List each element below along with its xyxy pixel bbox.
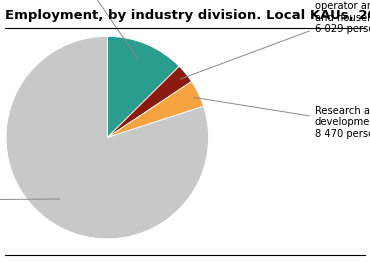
Wedge shape xyxy=(107,36,179,138)
Wedge shape xyxy=(107,81,204,138)
Text: Other business
activities
156 067 persons: Other business activities 156 067 person… xyxy=(0,184,60,217)
Wedge shape xyxy=(6,36,209,239)
Text: Real estate activities
24 512 persons: Real estate activities 24 512 persons xyxy=(20,0,138,59)
Text: Research and
development
8 470 persons: Research and development 8 470 persons xyxy=(194,97,370,139)
Wedge shape xyxy=(107,66,192,138)
Text: Employment, by industry division. Local KAUs, 2004: Employment, by industry division. Local … xyxy=(5,9,370,22)
Text: Renting of machinery
and equipment without
operator and of personal
and househol: Renting of machinery and equipment witho… xyxy=(181,0,370,79)
